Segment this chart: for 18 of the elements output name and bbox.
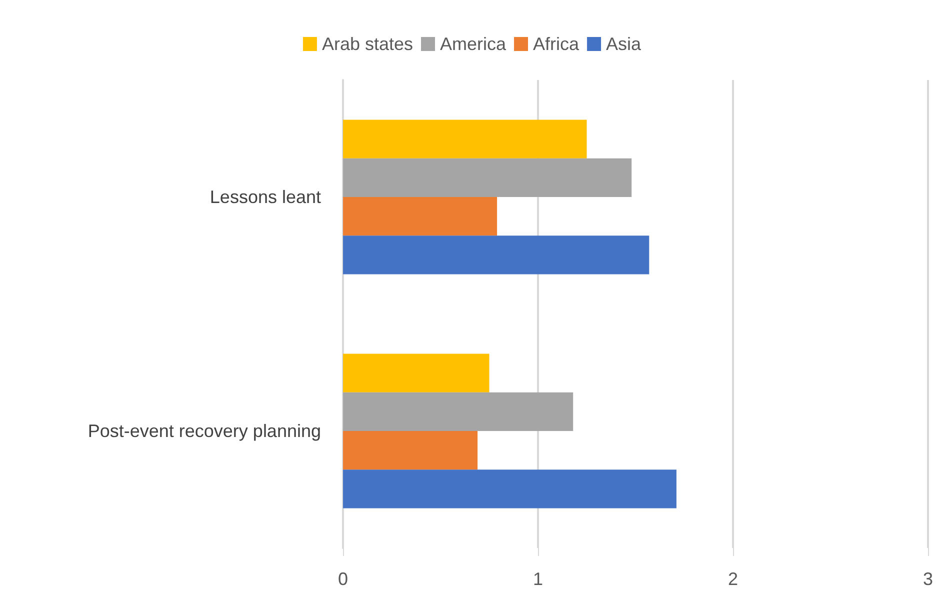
x-tick-label: 0 [338, 569, 348, 589]
legend-label: America [440, 34, 508, 54]
legend-label: Asia [606, 34, 642, 54]
bar [343, 120, 587, 158]
bar [343, 431, 478, 470]
bar [343, 197, 498, 236]
bar [343, 158, 632, 197]
bar [343, 236, 650, 274]
legend-label: Arab states [322, 34, 414, 54]
x-tick-label: 2 [728, 569, 738, 589]
bar [343, 392, 574, 431]
x-tick-label: 3 [922, 569, 933, 589]
y-tick-label: Lessons leant [210, 187, 321, 207]
bar [343, 470, 676, 508]
x-tick-label: 1 [532, 569, 544, 589]
y-tick-label: Post-event recovery planning [88, 421, 321, 441]
legend-label: Africa [533, 34, 580, 54]
bar [343, 354, 490, 392]
